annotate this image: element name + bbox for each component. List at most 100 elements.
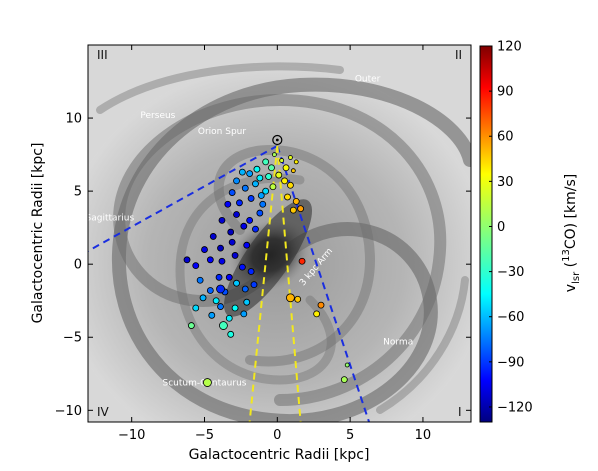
y-tick-label: 10 xyxy=(65,112,82,127)
data-point xyxy=(246,170,254,177)
data-point xyxy=(256,209,264,217)
data-point xyxy=(225,273,233,281)
colorbar xyxy=(479,45,493,423)
data-point xyxy=(252,225,259,233)
data-point xyxy=(256,174,264,182)
data-point xyxy=(340,376,348,384)
data-point xyxy=(287,181,294,189)
x-tick-label: 5 xyxy=(346,428,354,443)
data-point xyxy=(290,168,296,174)
data-point xyxy=(236,199,243,207)
colorbar-label: vlsr (13CO) [km/s] xyxy=(561,174,582,292)
arm-label: Orion Spur xyxy=(198,127,246,137)
data-point xyxy=(243,298,251,306)
sun-dot xyxy=(275,138,279,142)
data-point xyxy=(294,295,302,303)
y-axis-label: Galactocentric Radii [kpc] xyxy=(30,143,46,324)
data-point xyxy=(227,228,235,236)
arm-label: Norma xyxy=(383,338,413,348)
y-tick-label: −5 xyxy=(63,331,82,346)
data-point xyxy=(298,257,306,265)
data-point xyxy=(253,165,261,173)
data-point xyxy=(212,297,220,305)
data-point xyxy=(209,233,217,240)
data-point xyxy=(206,287,214,294)
data-point xyxy=(282,164,290,172)
y-tick-label: −10 xyxy=(55,404,82,419)
data-point xyxy=(243,241,251,249)
y-tick-label: 5 xyxy=(74,185,82,200)
data-point xyxy=(225,314,233,322)
data-point xyxy=(292,197,300,205)
data-point xyxy=(240,310,248,318)
data-point xyxy=(250,281,258,289)
data-point xyxy=(233,211,240,218)
data-point xyxy=(259,200,267,208)
x-tick-label: 10 xyxy=(415,428,432,443)
data-point xyxy=(218,216,226,224)
data-point xyxy=(241,285,249,293)
data-point xyxy=(219,321,228,330)
colorbar-tick-label: −60 xyxy=(497,310,524,325)
colorbar-tick-label: 120 xyxy=(497,40,522,55)
data-point xyxy=(192,304,200,312)
data-point xyxy=(183,256,191,264)
data-point xyxy=(289,206,297,214)
data-point xyxy=(215,273,223,281)
data-point xyxy=(231,252,239,259)
arm-label: Perseus xyxy=(140,111,175,121)
outer-boundary-right xyxy=(276,145,371,422)
data-point xyxy=(284,193,291,201)
data-point xyxy=(272,152,277,157)
colorbar-tick-label: −90 xyxy=(497,355,524,370)
data-point xyxy=(313,310,321,318)
data-point xyxy=(187,322,195,329)
data-point xyxy=(293,159,299,165)
arm-label: Outer xyxy=(355,75,381,85)
sun-marker xyxy=(272,134,283,146)
quadrant-label-bottom-left: IV xyxy=(97,405,110,419)
colorbar-tick-label: 0 xyxy=(497,220,505,235)
data-point xyxy=(279,158,285,163)
x-axis-ticks: −10 −5 0 5 10 xyxy=(118,45,431,443)
data-point xyxy=(269,183,277,191)
data-point xyxy=(268,164,275,172)
y-axis-ticks: −10 −5 0 5 10 xyxy=(55,112,471,419)
arm-label: Sagittarius xyxy=(86,213,135,223)
quadrant-label-top-right: II xyxy=(455,48,462,62)
data-point xyxy=(217,303,224,310)
data-point xyxy=(228,189,236,196)
data-point xyxy=(199,294,207,302)
data-point xyxy=(233,177,240,185)
data-point xyxy=(217,244,224,252)
data-point xyxy=(252,180,259,188)
data-point xyxy=(238,263,246,271)
data-point xyxy=(231,304,239,312)
boundary-lines xyxy=(88,144,371,422)
data-point xyxy=(208,311,216,319)
colorbar-tick-label: 30 xyxy=(497,175,514,190)
data-point xyxy=(228,238,236,246)
data-point xyxy=(196,276,204,284)
plot-frame xyxy=(87,44,472,423)
data-point xyxy=(297,205,305,213)
colorbar-tick-label: −30 xyxy=(497,265,524,280)
data-point xyxy=(247,268,255,275)
x-tick-label: 0 xyxy=(273,428,281,443)
data-point xyxy=(247,195,255,202)
data-point xyxy=(344,362,350,368)
data-point xyxy=(224,200,232,208)
x-tick-label: −5 xyxy=(195,428,214,443)
data-point xyxy=(257,192,265,199)
data-point xyxy=(275,171,283,179)
data-point xyxy=(288,155,293,160)
sun-ring xyxy=(272,134,283,146)
colorbar-tick-label: −120 xyxy=(497,400,533,415)
colorbar-tick-label: 90 xyxy=(497,85,514,100)
x-tick-label: −10 xyxy=(118,428,145,443)
data-point xyxy=(262,187,270,195)
data-point xyxy=(240,222,248,230)
data-point xyxy=(317,301,325,309)
colorbar-tick-label: 60 xyxy=(497,130,514,145)
